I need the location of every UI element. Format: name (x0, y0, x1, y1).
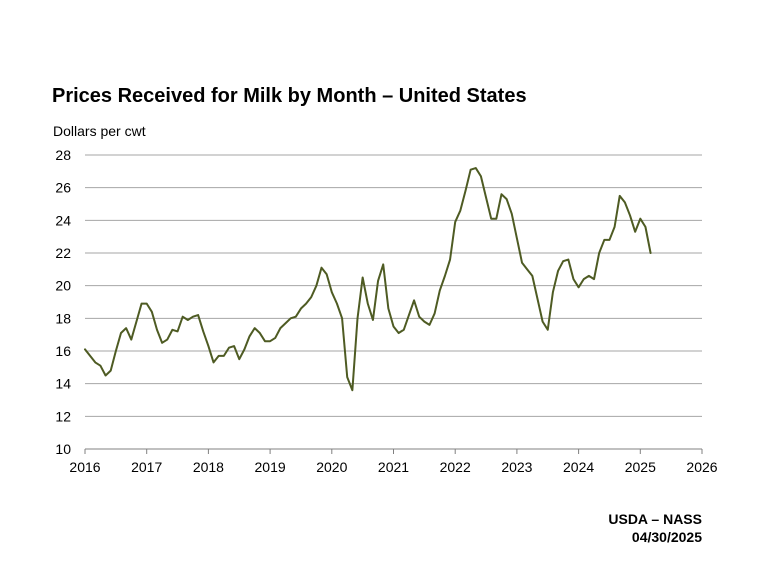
x-tick-label: 2022 (440, 459, 471, 475)
y-tick-label: 12 (55, 408, 71, 424)
x-tick-label: 2018 (193, 459, 224, 475)
source-date: 04/30/2025 (631, 529, 702, 545)
x-tick-label: 2024 (563, 459, 594, 475)
x-tick-label: 2025 (625, 459, 656, 475)
y-tick-label: 22 (55, 245, 71, 261)
gridlines (85, 154, 702, 450)
x-tick-label: 2021 (378, 459, 409, 475)
x-tick-label: 2023 (501, 459, 532, 475)
y-tick-label: 18 (55, 310, 71, 326)
y-tick-label: 16 (55, 343, 71, 359)
x-tick-label: 2026 (686, 459, 717, 475)
y-tick-label: 14 (55, 376, 71, 392)
series-layer (84, 167, 652, 392)
y-tick-label: 28 (55, 147, 71, 163)
x-tick-label: 2020 (316, 459, 347, 475)
y-axis-label: Dollars per cwt (53, 123, 146, 139)
y-tick-label: 24 (55, 212, 71, 228)
y-tick-label: 20 (55, 278, 71, 294)
source-credit: USDA – NASS 04/30/2025 (608, 510, 702, 546)
x-tick-label: 2017 (131, 459, 162, 475)
x-tick-label: 2016 (69, 459, 100, 475)
x-tick-label: 2019 (255, 459, 286, 475)
y-tick-label: 26 (55, 180, 71, 196)
source-agency: USDA – NASS (608, 511, 702, 527)
chart-title: Prices Received for Milk by Month – Unit… (52, 85, 527, 107)
series-line-0 (84, 167, 652, 392)
y-tick-label: 10 (55, 441, 71, 457)
